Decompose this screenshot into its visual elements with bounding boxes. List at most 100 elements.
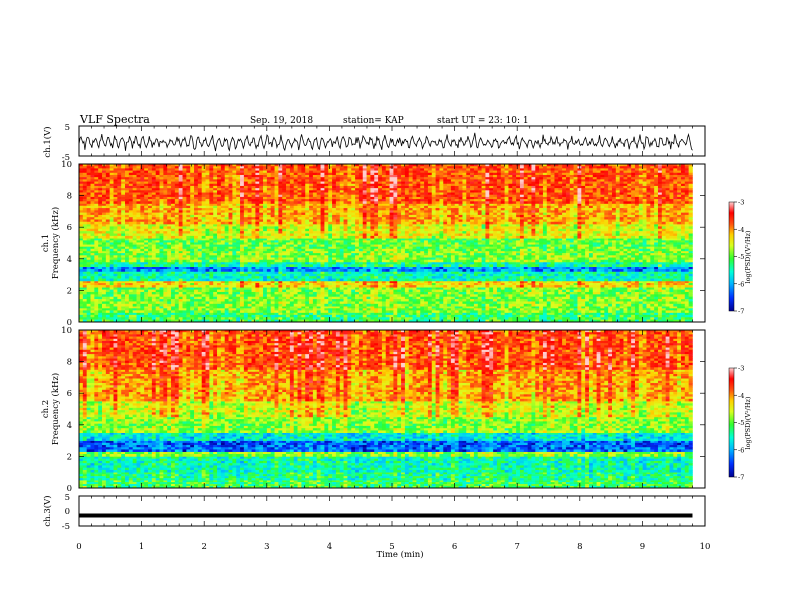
spectrogram-cell (209, 292, 213, 295)
spectrogram-cell (240, 294, 244, 297)
spectrogram-cell (428, 281, 432, 283)
spectrogram-cell (87, 255, 91, 258)
spectrogram-cell (160, 287, 164, 290)
spectrogram-cell (202, 285, 206, 287)
spectrogram-cell (631, 313, 635, 316)
spectrogram-cell (225, 301, 229, 304)
spectrogram-cell (347, 315, 351, 318)
spectrogram-cell (447, 260, 451, 263)
spectrogram-cell (275, 310, 279, 312)
spectrogram-cell (589, 274, 593, 277)
spectrogram-cell (631, 258, 635, 261)
spectrogram-cell (627, 317, 631, 320)
spectrogram-cell (574, 299, 578, 302)
spectrogram-cell (313, 304, 317, 307)
spectrogram-cell (612, 313, 616, 316)
spectrogram-cell (508, 276, 512, 279)
spectrogram-cell (229, 260, 233, 263)
spectrogram-cell (616, 294, 620, 297)
spectrogram-cell (585, 274, 589, 277)
spectrogram-cell (271, 262, 275, 265)
spectrogram-cell (370, 269, 374, 272)
spectrogram-cell (574, 258, 578, 261)
spectrogram-cell (535, 294, 539, 297)
spectrogram-cell (374, 317, 378, 320)
spectrogram-cell (508, 271, 512, 274)
spectrogram-cell (225, 260, 229, 263)
spectrogram-cell (344, 264, 348, 267)
spectrogram-cell (148, 238, 152, 240)
spectrogram-cell (194, 285, 198, 287)
spectrogram-cell (505, 279, 509, 282)
spectrogram-cell (420, 281, 424, 283)
spectrogram-cell (432, 276, 436, 279)
spectrogram-cell (133, 269, 137, 272)
spectrogram-cell (604, 251, 608, 254)
spectrogram-cell (589, 281, 593, 283)
spectrogram-cell (547, 304, 551, 307)
spectrogram-cell (98, 292, 102, 295)
spectrogram-cell (589, 283, 593, 285)
spectrogram-cell (374, 304, 378, 307)
spectrogram-cell (462, 264, 466, 267)
spectrogram-cell (340, 276, 344, 279)
spectrogram-cell (512, 251, 516, 254)
spectrogram-cell (409, 306, 413, 308)
spectrogram-cell (443, 258, 447, 261)
spectrogram-cell (516, 276, 520, 279)
spectrogram-cell (217, 253, 221, 256)
spectrogram-cell (232, 315, 236, 318)
spectrogram-cell (252, 301, 256, 304)
spectrogram-cell (673, 274, 677, 277)
spectrogram-cell (309, 258, 313, 261)
spectrogram-cell (160, 258, 164, 261)
spectrogram-cell (459, 299, 463, 302)
spectrogram-cell (478, 276, 482, 279)
spectrogram-cell (347, 297, 351, 300)
spectrogram-cell (221, 317, 225, 320)
spectrogram-cell (221, 279, 225, 282)
spectrogram-cell (413, 255, 417, 258)
spectrogram-cell (367, 310, 371, 312)
spectrogram-cell (328, 260, 332, 263)
spectrogram-cell (658, 258, 662, 261)
spectrogram-cell (539, 258, 543, 261)
spectrogram-cell (424, 294, 428, 297)
spectrogram-cell (137, 258, 141, 261)
spectrogram-cell (336, 285, 340, 287)
spectrogram-cell (148, 260, 152, 263)
spectrogram-cell (547, 315, 551, 318)
spectrogram-cell (125, 260, 129, 263)
spectrogram-cell (217, 313, 221, 316)
spectrogram-cell (639, 271, 643, 274)
spectrogram-cell (175, 251, 179, 254)
spectrogram-cell (420, 299, 424, 302)
spectrogram-cell (558, 308, 562, 310)
spectrogram-cell (217, 276, 221, 279)
spectrogram-cell (501, 276, 505, 279)
spectrogram-cell (367, 304, 371, 307)
spectrogram-cell (206, 285, 210, 287)
spectrogram-cell (528, 308, 532, 310)
spectrogram-cell (382, 308, 386, 310)
spectrogram-cell (202, 310, 206, 312)
spectrogram-cell (612, 310, 616, 312)
spectrogram-cell (225, 313, 229, 316)
spectrogram-cell (133, 297, 137, 300)
spectrogram-cell (673, 287, 677, 290)
spectrogram-cell (382, 274, 386, 277)
spectrogram-cell (255, 255, 259, 258)
spectrogram-cell (102, 262, 106, 265)
spectrogram-cell (229, 276, 233, 279)
spectrogram-cell (424, 317, 428, 320)
spectrogram-cell (405, 297, 409, 300)
spectrogram-cell (340, 267, 344, 270)
spectrogram-cell (194, 306, 198, 308)
spectrogram-cell (639, 255, 643, 258)
spectrogram-cell (390, 283, 394, 285)
spectrogram-cell (328, 251, 332, 254)
spectrogram-cell (643, 269, 647, 272)
spectrogram-cell (612, 264, 616, 267)
spectrogram-cell (608, 276, 612, 279)
spectrogram-cell (436, 281, 440, 283)
